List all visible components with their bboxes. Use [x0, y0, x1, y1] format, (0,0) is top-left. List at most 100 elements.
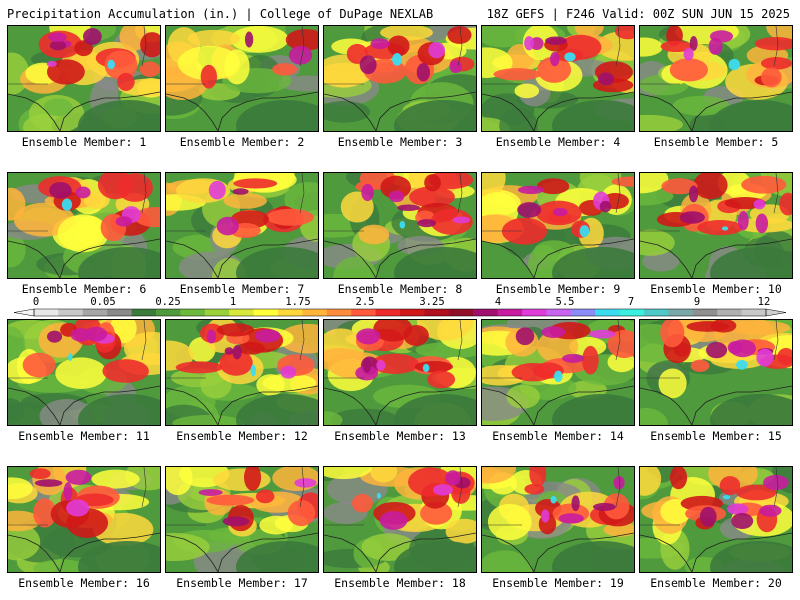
- ensemble-member-label: Ensemble Member: 12: [176, 429, 308, 443]
- colorbar-tick-label: 0.25: [155, 296, 181, 308]
- ensemble-map-panel: [7, 319, 161, 426]
- ensemble-map-panel: [481, 466, 635, 573]
- colorbar-left-arrow: [13, 308, 35, 317]
- precip-field-map: [166, 467, 318, 572]
- ensemble-member-label: Ensemble Member: 17: [176, 576, 308, 590]
- ensemble-member-label: Ensemble Member: 11: [18, 429, 150, 443]
- colorbar-swatch: [351, 309, 377, 316]
- precip-field-map: [640, 467, 792, 572]
- precip-field-map: [166, 173, 318, 278]
- colorbar-swatch: [278, 309, 303, 316]
- colorbar-swatch: [595, 309, 621, 316]
- colorbar-swatch: [204, 309, 230, 316]
- ensemble-member-label: Ensemble Member: 15: [650, 429, 782, 443]
- ensemble-map-panel: [481, 172, 635, 279]
- precipitation-colorbar: 0 0.05 0.25 1 1.75 2.5 3.25 4 5.5 7 9 12: [0, 296, 800, 320]
- ensemble-map-panel: [323, 172, 477, 279]
- header: Precipitation Accumulation (in.) | Colle…: [0, 0, 800, 24]
- ensemble-member-label: Ensemble Member: 19: [492, 576, 624, 590]
- colorbar-swatch: [180, 309, 206, 316]
- precip-field-map: [482, 467, 634, 572]
- precip-field-map: [8, 26, 160, 131]
- precip-field-map: [324, 320, 476, 425]
- product-title: Precipitation Accumulation (in.) | Colle…: [7, 7, 434, 21]
- colorbar-swatch: [473, 309, 499, 316]
- colorbar-swatch: [229, 309, 255, 316]
- colorbar-swatch: [448, 309, 474, 316]
- colorbar-swatch: [619, 309, 645, 316]
- ensemble-member-label: Ensemble Member: 8: [337, 282, 463, 296]
- precip-field-map: [8, 320, 160, 425]
- ensemble-member-label: Ensemble Member: 18: [334, 576, 466, 590]
- colorbar-swatch: [58, 309, 84, 316]
- ensemble-map-panel: [639, 172, 793, 279]
- colorbar-tick-label: 9: [693, 296, 701, 308]
- precip-field-map: [482, 26, 634, 131]
- colorbar-tick-label: 3.25: [419, 296, 445, 308]
- colorbar-swatch: [668, 309, 694, 316]
- colorbar-swatch: [400, 309, 425, 316]
- colorbar-tick-label: 12: [757, 296, 771, 308]
- colorbar-tick-label: 0: [32, 296, 40, 308]
- precip-field-map: [8, 467, 160, 572]
- ensemble-map-panel: [323, 25, 477, 132]
- model-run-info: 18Z GEFS | F246 Valid: 00Z SUN JUN 15 20…: [486, 7, 790, 21]
- ensemble-map-panel: [481, 319, 635, 426]
- precip-field-map: [482, 320, 634, 425]
- colorbar-tick-label: 4: [494, 296, 502, 308]
- ensemble-map-panel: [165, 466, 319, 573]
- ensemble-map-panel: [165, 319, 319, 426]
- ensemble-map-panel: [639, 466, 793, 573]
- precip-field-map: [166, 320, 318, 425]
- colorbar-swatch: [424, 309, 450, 316]
- ensemble-member-label: Ensemble Member: 13: [334, 429, 466, 443]
- colorbar-swatch: [692, 309, 718, 316]
- ensemble-member-label: Ensemble Member: 1: [21, 135, 147, 149]
- ensemble-map-panel: [7, 25, 161, 132]
- precip-field-map: [640, 320, 792, 425]
- ensemble-member-label: Ensemble Member: 4: [495, 135, 621, 149]
- colorbar-swatch: [741, 309, 767, 316]
- colorbar-swatch: [131, 309, 157, 316]
- colorbar-tick-label: 0.05: [90, 296, 116, 308]
- colorbar-swatch: [644, 309, 669, 316]
- ensemble-member-label: Ensemble Member: 3: [337, 135, 463, 149]
- colorbar-swatch: [156, 309, 181, 316]
- colorbar-swatch: [546, 309, 572, 316]
- colorbar-tick-label: 2.5: [355, 296, 375, 308]
- colorbar-scale: [13, 308, 787, 317]
- precip-field-map: [324, 467, 476, 572]
- colorbar-tick-label: 1: [229, 296, 237, 308]
- ensemble-member-label: Ensemble Member: 10: [650, 282, 782, 296]
- ensemble-member-label: Ensemble Member: 6: [21, 282, 147, 296]
- ensemble-member-label: Ensemble Member: 9: [495, 282, 621, 296]
- colorbar-swatch: [82, 309, 108, 316]
- precip-field-map: [324, 26, 476, 131]
- ensemble-member-label: Ensemble Member: 16: [18, 576, 150, 590]
- precip-field-map: [640, 173, 792, 278]
- ensemble-map-panel: [165, 25, 319, 132]
- colorbar-swatch: [717, 309, 743, 316]
- colorbar-swatch: [302, 309, 328, 316]
- ensemble-member-label: Ensemble Member: 2: [179, 135, 305, 149]
- ensemble-map-panel: [639, 319, 793, 426]
- colorbar-swatch: [375, 309, 401, 316]
- precip-field-map: [166, 26, 318, 131]
- colorbar-tick-label: 5.5: [555, 296, 575, 308]
- precip-field-map: [324, 173, 476, 278]
- precip-field-map: [640, 26, 792, 131]
- ensemble-map-panel: [639, 25, 793, 132]
- ensemble-map-panel: [7, 466, 161, 573]
- ensemble-map-panel: [165, 172, 319, 279]
- precip-field-map: [8, 173, 160, 278]
- colorbar-tick-label: 1.75: [285, 296, 311, 308]
- colorbar-right-arrow: [765, 308, 787, 317]
- colorbar-tick-label: 7: [627, 296, 635, 308]
- ensemble-map-panel: [481, 25, 635, 132]
- ensemble-member-label: Ensemble Member: 7: [179, 282, 305, 296]
- colorbar-swatch: [107, 309, 133, 316]
- colorbar-swatch: [522, 309, 547, 316]
- ensemble-member-label: Ensemble Member: 20: [650, 576, 782, 590]
- ensemble-member-label: Ensemble Member: 14: [492, 429, 624, 443]
- ensemble-map-panel: [7, 172, 161, 279]
